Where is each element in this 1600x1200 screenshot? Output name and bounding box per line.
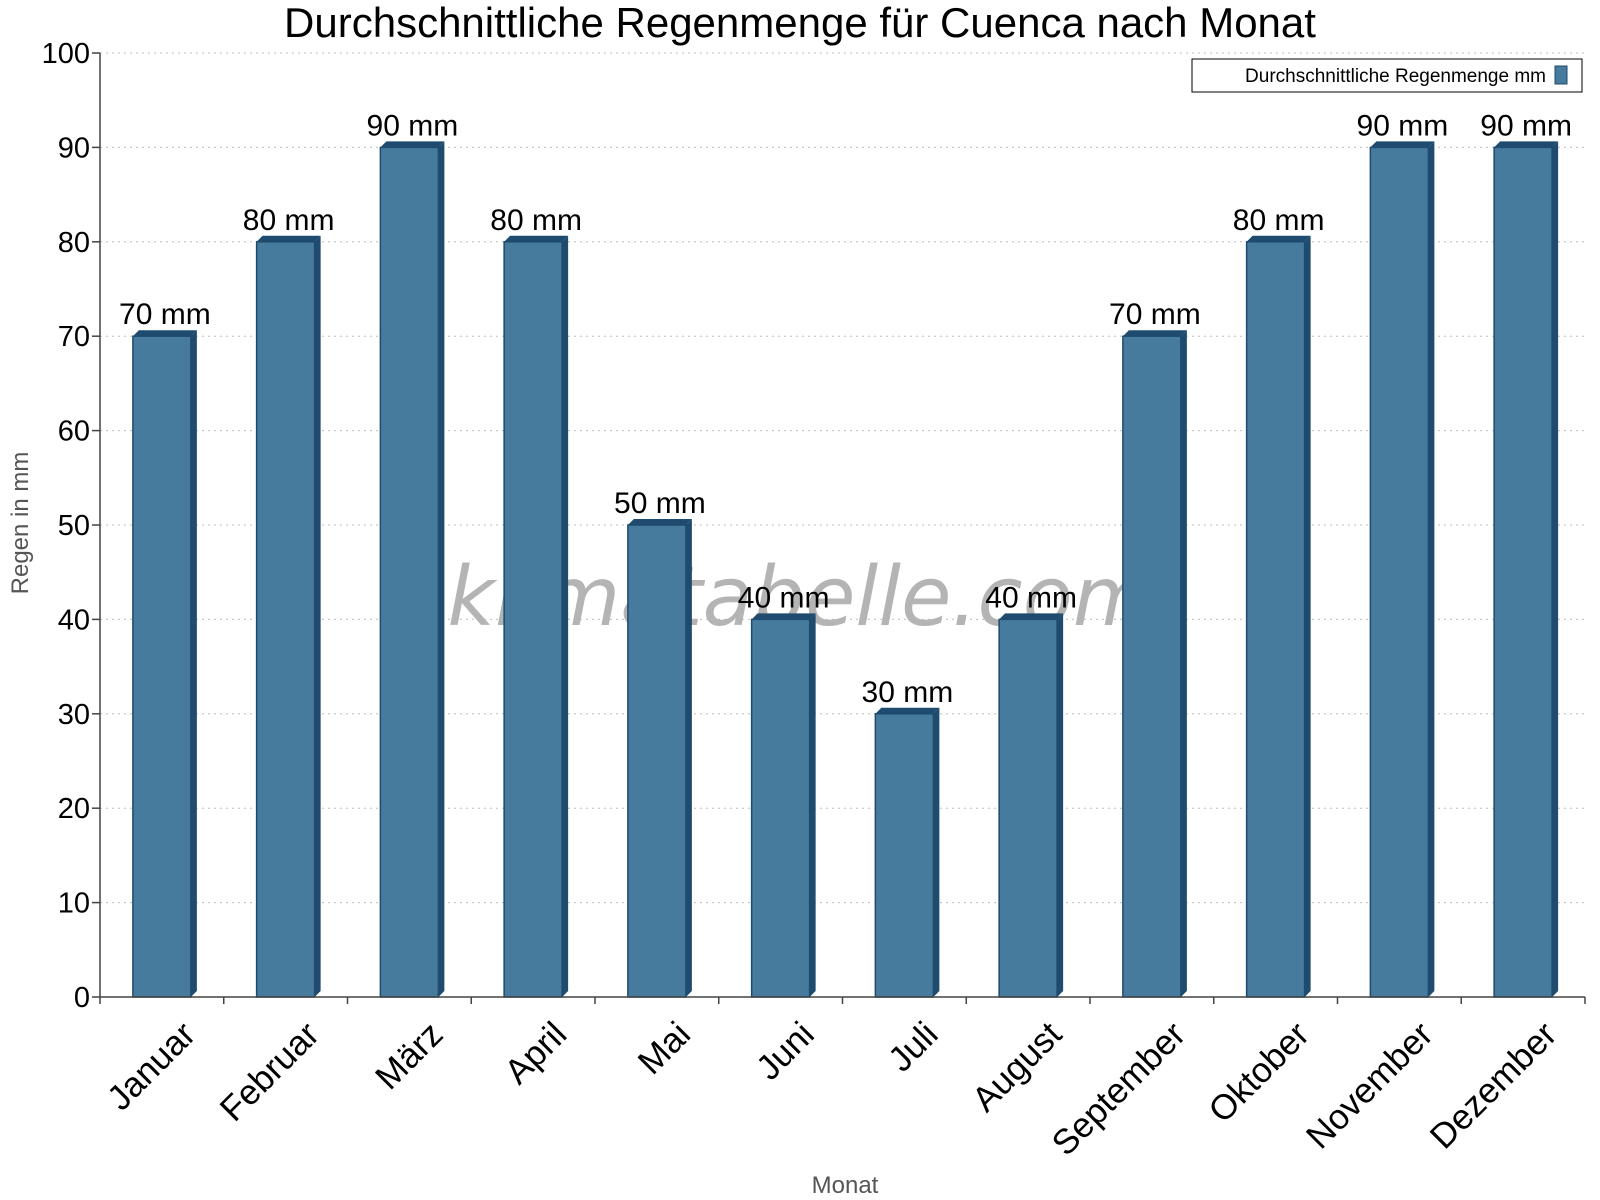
bar-top <box>1122 330 1187 337</box>
y-tick-label: 70 <box>58 321 90 353</box>
bar-top <box>256 235 321 242</box>
x-tick-label: August <box>965 1014 1070 1119</box>
bar-side <box>314 235 321 998</box>
x-tick-labels: Januar Februar März April Mai Juni Juli AugustS… <box>100 1014 1565 1163</box>
y-tick-label: 50 <box>58 510 90 542</box>
bar-side <box>1428 141 1435 997</box>
bar-top <box>875 707 940 714</box>
bar-side <box>1552 141 1559 997</box>
x-tick-label: Februar <box>213 1014 327 1128</box>
x-tick-label: Januar <box>100 1014 203 1117</box>
bar-front <box>1493 146 1553 998</box>
y-tick-label: 10 <box>58 888 90 920</box>
bar-front <box>627 524 687 998</box>
bar-side <box>562 235 569 998</box>
bar-side <box>190 330 197 997</box>
legend: Durchschnittliche Regenmenge mm <box>1191 58 1583 93</box>
bar <box>503 235 569 998</box>
bar <box>379 141 445 998</box>
bar-side <box>1304 235 1311 998</box>
bar <box>1369 141 1435 998</box>
x-tick-label: Oktober <box>1201 1014 1317 1130</box>
bar-side <box>933 707 940 997</box>
x-tick-label: November <box>1299 1014 1441 1156</box>
y-axis-title: Regen in mm <box>7 452 34 595</box>
y-tick-label: 40 <box>58 604 90 636</box>
data-label: 40 mm <box>985 581 1077 614</box>
data-label: 40 mm <box>738 581 830 614</box>
x-tick-label: Juni <box>749 1015 822 1088</box>
legend-swatch <box>1554 65 1568 85</box>
bar <box>1245 235 1311 998</box>
bar-top <box>132 330 197 337</box>
data-label: 90 mm <box>367 109 459 142</box>
y-tick-labels: 0 10 20 30 40 50 60 70 80 90 100 <box>42 38 90 1014</box>
y-tick-label: 80 <box>58 227 90 259</box>
data-label: 30 mm <box>862 676 954 709</box>
bar-front <box>1245 241 1306 998</box>
bar <box>750 613 816 998</box>
bar <box>874 707 940 998</box>
y-tick-label: 30 <box>58 699 90 731</box>
data-label: 90 mm <box>1357 109 1449 142</box>
y-tick-label: 0 <box>74 982 90 1014</box>
bar-top <box>1494 141 1559 148</box>
bar <box>1493 141 1559 998</box>
bar-front <box>132 335 192 998</box>
data-label: 70 mm <box>1109 298 1201 331</box>
bar-side <box>809 613 816 997</box>
bar-top <box>1246 235 1311 242</box>
chart-title: Durchschnittliche Regenmenge für Cuenca … <box>284 0 1316 46</box>
data-label: 90 mm <box>1480 109 1572 142</box>
axes <box>92 52 1586 1004</box>
bar <box>627 519 692 998</box>
bar-side <box>1180 330 1187 997</box>
data-label: 80 mm <box>490 204 582 237</box>
y-tick-label: 60 <box>58 416 90 448</box>
bar-top <box>751 613 816 620</box>
x-tick-label: März <box>368 1015 451 1098</box>
x-axis-title: Monat <box>812 1172 879 1199</box>
bar <box>255 235 321 998</box>
bar-front <box>1122 335 1182 998</box>
bar-front <box>874 713 935 998</box>
bar-top <box>380 141 445 148</box>
data-label: 80 mm <box>243 204 335 237</box>
bar-side <box>1057 613 1064 997</box>
bar <box>998 613 1064 998</box>
bar-front <box>750 618 811 998</box>
data-label: 80 mm <box>1233 204 1325 237</box>
bar-side <box>438 141 445 997</box>
bar-front <box>379 146 440 998</box>
bar-front <box>503 241 563 998</box>
legend-box <box>1191 58 1583 93</box>
bar-top <box>1370 141 1435 148</box>
bar-side <box>685 519 692 997</box>
data-label: 50 mm <box>614 487 706 520</box>
bar-top <box>999 613 1064 620</box>
bar-front <box>255 241 316 998</box>
x-tick-label: Dezember <box>1423 1014 1565 1156</box>
bar-front <box>1369 146 1430 998</box>
bar <box>132 330 197 998</box>
x-tick-label: Juli <box>881 1015 946 1080</box>
bar-top <box>504 235 569 242</box>
bar <box>1122 330 1187 998</box>
x-tick-label: September <box>1044 1014 1193 1163</box>
data-label: 70 mm <box>119 298 211 331</box>
x-tick-label: April <box>497 1015 574 1092</box>
y-tick-label: 100 <box>42 38 90 70</box>
bar-front <box>998 618 1058 998</box>
x-tick-label: Mai <box>631 1015 698 1082</box>
gridlines <box>100 52 1585 904</box>
y-tick-label: 20 <box>58 793 90 825</box>
bar-top <box>627 519 692 525</box>
legend-label: Durchschnittliche Regenmenge mm <box>1245 66 1546 87</box>
bars <box>132 141 1559 998</box>
y-tick-label: 90 <box>58 132 90 164</box>
data-labels: 70 mm 80 mm 90 mm 80 mm 50 mm 40 mm 30 mm 40 mm… <box>119 109 1572 708</box>
